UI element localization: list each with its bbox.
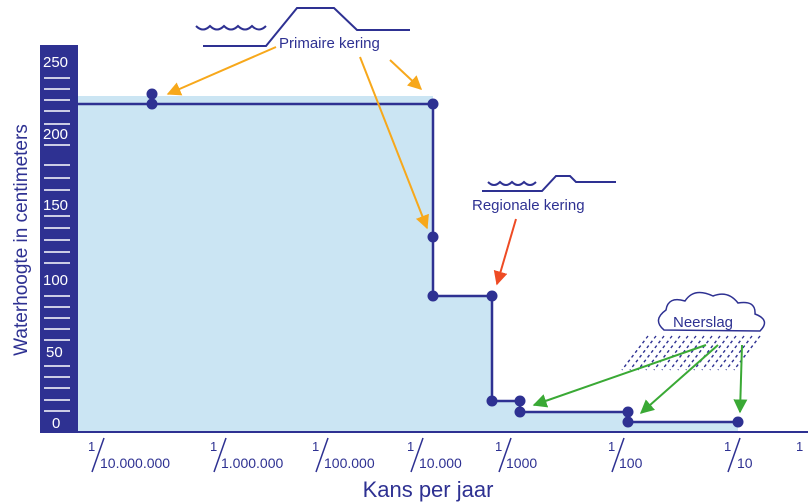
y-tick-50: 50 (46, 344, 63, 361)
point-low-3 (514, 406, 526, 418)
y-axis-tick-labels: 250 200 150 100 50 0 (43, 54, 68, 432)
y-tick-0: 0 (52, 415, 60, 432)
svg-text:1: 1 (407, 439, 414, 454)
y-tick-100: 100 (43, 272, 68, 289)
svg-text:1: 1 (608, 439, 615, 454)
svg-text:1000: 1000 (506, 455, 537, 471)
x-tick-1000: 1 1000 (495, 437, 537, 473)
regional-dike-icon (482, 175, 616, 192)
point-low-2 (514, 395, 526, 407)
rain-arrows (532, 344, 748, 414)
point-regional-right (486, 290, 498, 302)
rain-cloud-icon (657, 291, 766, 332)
arrow-to-mid-point (359, 56, 429, 230)
arrow-rain-to-100 (639, 344, 719, 414)
y-axis-bar (40, 45, 78, 433)
water-level-area (78, 96, 738, 432)
x-tick-10000: 1 10.000 (407, 437, 462, 473)
svg-text:1: 1 (312, 439, 319, 454)
x-tick-100: 1 100 (608, 437, 643, 473)
svg-text:1: 1 (724, 439, 731, 454)
x-tick-1: 1 (796, 439, 803, 454)
x-tick-100000: 1 100.000 (312, 437, 375, 473)
arrow-rain-to-1000 (532, 344, 707, 408)
arrow-to-regional-point (493, 218, 517, 286)
point-primary-mid (427, 231, 439, 243)
point-low-6 (732, 416, 744, 428)
point-primary-high-2 (146, 98, 158, 110)
point-low-1 (486, 395, 498, 407)
primary-dike-icon (195, 7, 410, 47)
svg-text:100.000: 100.000 (324, 455, 375, 471)
primary-arrows (166, 46, 429, 230)
y-tick-250: 250 (43, 54, 68, 71)
svg-text:1: 1 (210, 439, 217, 454)
neerslag-label: Neerslag (673, 314, 733, 331)
point-regional-left (427, 290, 439, 302)
svg-text:1: 1 (88, 439, 95, 454)
svg-text:100: 100 (619, 455, 643, 471)
y-axis-title: Waterhoogte in centimeters (11, 124, 32, 356)
point-low-5 (622, 416, 634, 428)
arrow-to-corner-point (389, 59, 423, 90)
point-primary-corner (427, 98, 439, 110)
x-tick-1000000: 1 1.000.000 (210, 437, 283, 473)
svg-text:1.000.000: 1.000.000 (221, 455, 283, 471)
svg-text:1: 1 (796, 439, 803, 454)
svg-text:1: 1 (495, 439, 502, 454)
y-tick-200: 200 (43, 126, 68, 143)
rain-streaks (621, 335, 761, 371)
point-low-4 (622, 406, 634, 418)
arrow-rain-to-10 (733, 344, 748, 414)
arrow-to-high-point (166, 46, 277, 96)
x-tick-10: 1 10 (724, 437, 753, 473)
point-primary-high-1 (146, 88, 158, 100)
y-axis-minor-ticks (44, 77, 70, 412)
regionale-kering-label: Regionale kering (472, 197, 585, 214)
x-axis-title: Kans per jaar (363, 477, 494, 502)
y-tick-150: 150 (43, 197, 68, 214)
data-points (146, 88, 744, 428)
svg-text:10: 10 (737, 455, 753, 471)
svg-text:10.000: 10.000 (419, 455, 462, 471)
x-tick-10000000: 1 10.000.000 (88, 437, 170, 473)
svg-text:10.000.000: 10.000.000 (100, 455, 170, 471)
primary-kering-label: Primaire kering (279, 35, 380, 52)
x-axis-tick-labels: 1 10.000.000 1 1.000.000 1 100.000 1 10.… (88, 437, 803, 473)
